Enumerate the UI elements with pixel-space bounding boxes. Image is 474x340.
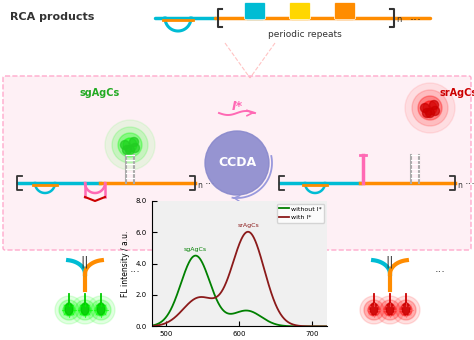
Text: CCDA: CCDA: [218, 156, 256, 170]
Text: ...: ...: [465, 176, 474, 186]
with I*: [244, 230, 249, 234]
Circle shape: [59, 300, 79, 320]
Circle shape: [79, 304, 91, 316]
Text: ...: ...: [205, 176, 216, 186]
Polygon shape: [65, 303, 73, 315]
FancyBboxPatch shape: [3, 76, 471, 250]
Text: sgAgCs: sgAgCs: [80, 88, 120, 98]
with I*: [324, 324, 330, 328]
with I*: [254, 242, 259, 246]
without I*: [193, 254, 199, 258]
without I*: [149, 324, 155, 328]
Circle shape: [364, 300, 384, 320]
Text: periodic repeats: periodic repeats: [268, 30, 342, 39]
Line: with I*: with I*: [152, 232, 327, 326]
Circle shape: [129, 137, 138, 147]
Circle shape: [423, 101, 437, 115]
Polygon shape: [81, 303, 89, 315]
Circle shape: [400, 304, 412, 316]
Circle shape: [71, 296, 99, 324]
FancyBboxPatch shape: [335, 2, 356, 19]
Circle shape: [360, 296, 388, 324]
Circle shape: [205, 131, 269, 195]
FancyBboxPatch shape: [245, 2, 265, 19]
Circle shape: [130, 143, 139, 153]
FancyBboxPatch shape: [290, 2, 310, 19]
Polygon shape: [97, 303, 105, 315]
Circle shape: [426, 108, 435, 118]
Text: srAgCs: srAgCs: [440, 88, 474, 98]
Circle shape: [429, 101, 438, 109]
without I*: [293, 324, 299, 328]
Text: n: n: [197, 181, 202, 190]
Polygon shape: [386, 303, 394, 315]
Text: ...: ...: [130, 264, 141, 274]
Circle shape: [396, 300, 416, 320]
Circle shape: [380, 300, 400, 320]
Circle shape: [87, 296, 115, 324]
with I*: [245, 230, 251, 234]
Circle shape: [112, 127, 148, 163]
with I*: [293, 323, 299, 327]
Circle shape: [420, 103, 429, 113]
Circle shape: [63, 304, 75, 316]
with I*: [232, 255, 238, 259]
Circle shape: [384, 304, 396, 316]
Circle shape: [105, 120, 155, 170]
Polygon shape: [402, 303, 410, 315]
Circle shape: [75, 300, 95, 320]
Circle shape: [126, 146, 135, 154]
Circle shape: [91, 300, 111, 320]
Circle shape: [120, 140, 129, 150]
without I*: [234, 311, 239, 315]
Circle shape: [118, 133, 142, 157]
without I*: [320, 324, 326, 328]
Circle shape: [405, 83, 455, 133]
with I*: [320, 324, 326, 328]
Line: without I*: without I*: [152, 256, 327, 326]
Text: ...: ...: [435, 264, 446, 274]
Text: RCA products: RCA products: [10, 12, 94, 22]
Y-axis label: FL intensity / a.u.: FL intensity / a.u.: [121, 230, 130, 297]
Circle shape: [418, 96, 442, 120]
Circle shape: [95, 304, 107, 316]
Circle shape: [430, 106, 439, 116]
without I*: [324, 324, 330, 328]
Circle shape: [412, 90, 448, 126]
Text: ||: ||: [81, 255, 89, 268]
without I*: [254, 312, 259, 316]
Legend: without I*, with I*: without I*, with I*: [277, 204, 324, 223]
Circle shape: [422, 108, 431, 118]
without I*: [232, 311, 238, 315]
Text: sgAgCs: sgAgCs: [184, 247, 207, 252]
with I*: [233, 251, 239, 255]
Circle shape: [123, 138, 137, 152]
Text: ...: ...: [410, 11, 422, 23]
Text: ||: ||: [386, 255, 394, 268]
with I*: [149, 324, 155, 328]
Circle shape: [368, 304, 380, 316]
Text: I*: I*: [231, 100, 243, 113]
Text: n: n: [457, 181, 462, 190]
Circle shape: [122, 146, 131, 154]
Circle shape: [55, 296, 83, 324]
Circle shape: [376, 296, 404, 324]
Text: n: n: [396, 15, 401, 24]
Polygon shape: [370, 303, 378, 315]
Text: srAgCs: srAgCs: [238, 223, 260, 228]
without I*: [244, 308, 250, 312]
Circle shape: [392, 296, 420, 324]
